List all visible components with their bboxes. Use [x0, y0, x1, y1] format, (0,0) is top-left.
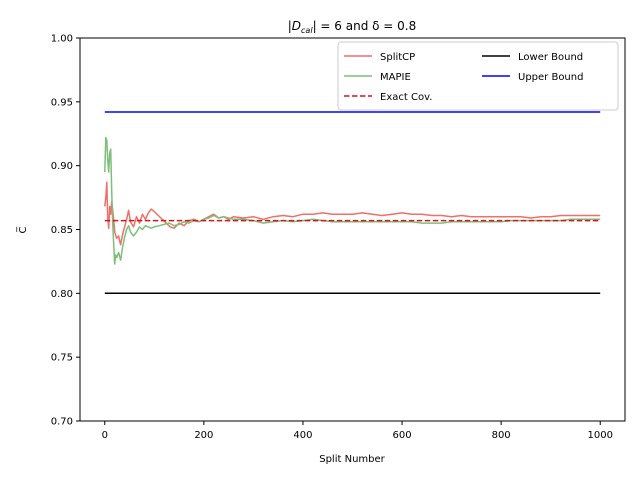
title-part-a: |D: [288, 19, 301, 33]
x-tick-label: 800: [492, 430, 511, 441]
x-axis-label: Split Number: [319, 454, 385, 465]
y-tick-label: 0.70: [51, 417, 73, 428]
legend-label-0: SplitCP: [380, 52, 415, 63]
y-tick-label: 0.85: [51, 225, 73, 236]
legend-label-4: Upper Bound: [518, 72, 583, 83]
y-tick-label: 0.95: [51, 97, 73, 108]
legend-label-2: Exact Cov.: [380, 92, 432, 103]
x-tick-label: 400: [293, 430, 312, 441]
chart-title: |Dcal| = 6 and δ = 0.8: [288, 19, 417, 35]
y-tick-label: 1.00: [51, 34, 73, 45]
title-part-sub: cal: [301, 26, 313, 35]
y-tick-label: 0.90: [51, 161, 73, 172]
legend-label-1: MAPIE: [380, 72, 411, 83]
plot-layer: [104, 111, 601, 295]
legend-label-3: Lower Bound: [518, 52, 583, 63]
y-axis: 0.70 0.75 0.80 0.85 0.90 0.95 1.00: [51, 34, 80, 428]
y-tick-label: 0.75: [51, 353, 73, 364]
legend-box: [337, 41, 619, 111]
x-axis: 0 200 400 600 800 1000: [102, 421, 613, 441]
x-tick-label: 200: [194, 430, 213, 441]
x-tick-label: 0: [102, 430, 108, 441]
legend: SplitCP MAPIE Exact Cov. Lower Bound Upper B…: [337, 41, 619, 111]
series-line-1: [104, 136, 601, 265]
y-axis-label: C̅: [16, 226, 29, 234]
title-part-b: | = 6 and δ = 0.8: [313, 19, 417, 33]
x-tick-label: 600: [392, 430, 411, 441]
y-tick-label: 0.80: [51, 289, 73, 300]
x-tick-label: 1000: [588, 430, 613, 441]
